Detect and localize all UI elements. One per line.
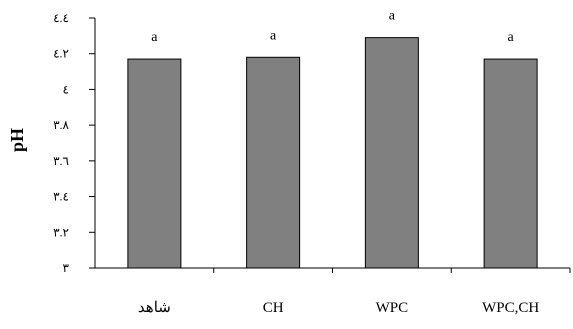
bar-data-label: a: [270, 28, 277, 43]
bar-data-label: a: [508, 30, 515, 45]
x-tick-label: CH: [263, 300, 284, 316]
y-tick-label: ٣: [63, 261, 70, 275]
y-tick-label: ٣.٢: [53, 225, 69, 239]
bar: [246, 56, 301, 269]
bar: [483, 58, 538, 269]
x-tick-label: WPC: [376, 300, 409, 316]
bar-data-label: a: [151, 30, 158, 45]
y-tick-label: ٤: [63, 82, 69, 96]
bar-data-label: a: [389, 9, 396, 24]
x-tick-label: WPC,CH: [482, 300, 539, 316]
y-tick-label: ٣.٦: [53, 154, 69, 168]
bar: [364, 37, 419, 269]
x-tick-label: شاهد: [138, 300, 171, 316]
y-axis-label: pH: [7, 128, 27, 153]
y-tick-label: ٤.٢: [53, 47, 69, 61]
bar: [127, 58, 182, 269]
y-tick-label: ٣.٨: [53, 118, 69, 132]
y-tick-label: ٣.٤: [53, 190, 69, 204]
y-tick-label: ٤.٤: [53, 11, 69, 25]
